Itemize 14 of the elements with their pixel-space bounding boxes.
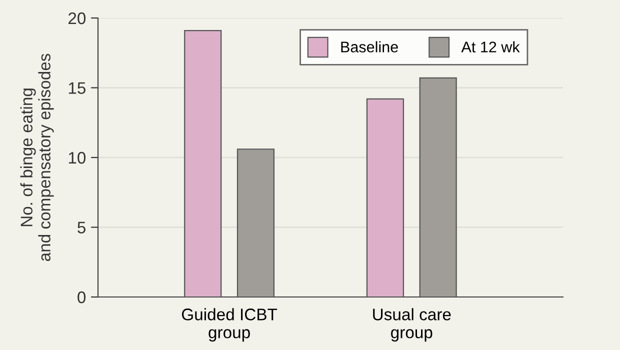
y-tick-label: 20 [68, 12, 86, 24]
x-tick-label: Guided ICBT group [182, 308, 278, 342]
y-tick-label: 0 [78, 291, 86, 304]
x-tick-label: Usual care group [373, 308, 451, 342]
legend-label: Baseline [341, 41, 398, 52]
bar [419, 77, 457, 297]
bar [184, 30, 222, 297]
y-tick-label: 15 [68, 82, 86, 94]
y-tick-label: 5 [78, 222, 86, 234]
bar [236, 148, 275, 297]
y-tick-label: 10 [68, 152, 86, 164]
legend-label: At 12 wk [461, 41, 520, 52]
y-axis-title: No. of binge eating and compensatory episodes [20, 54, 54, 262]
bar [366, 98, 404, 297]
